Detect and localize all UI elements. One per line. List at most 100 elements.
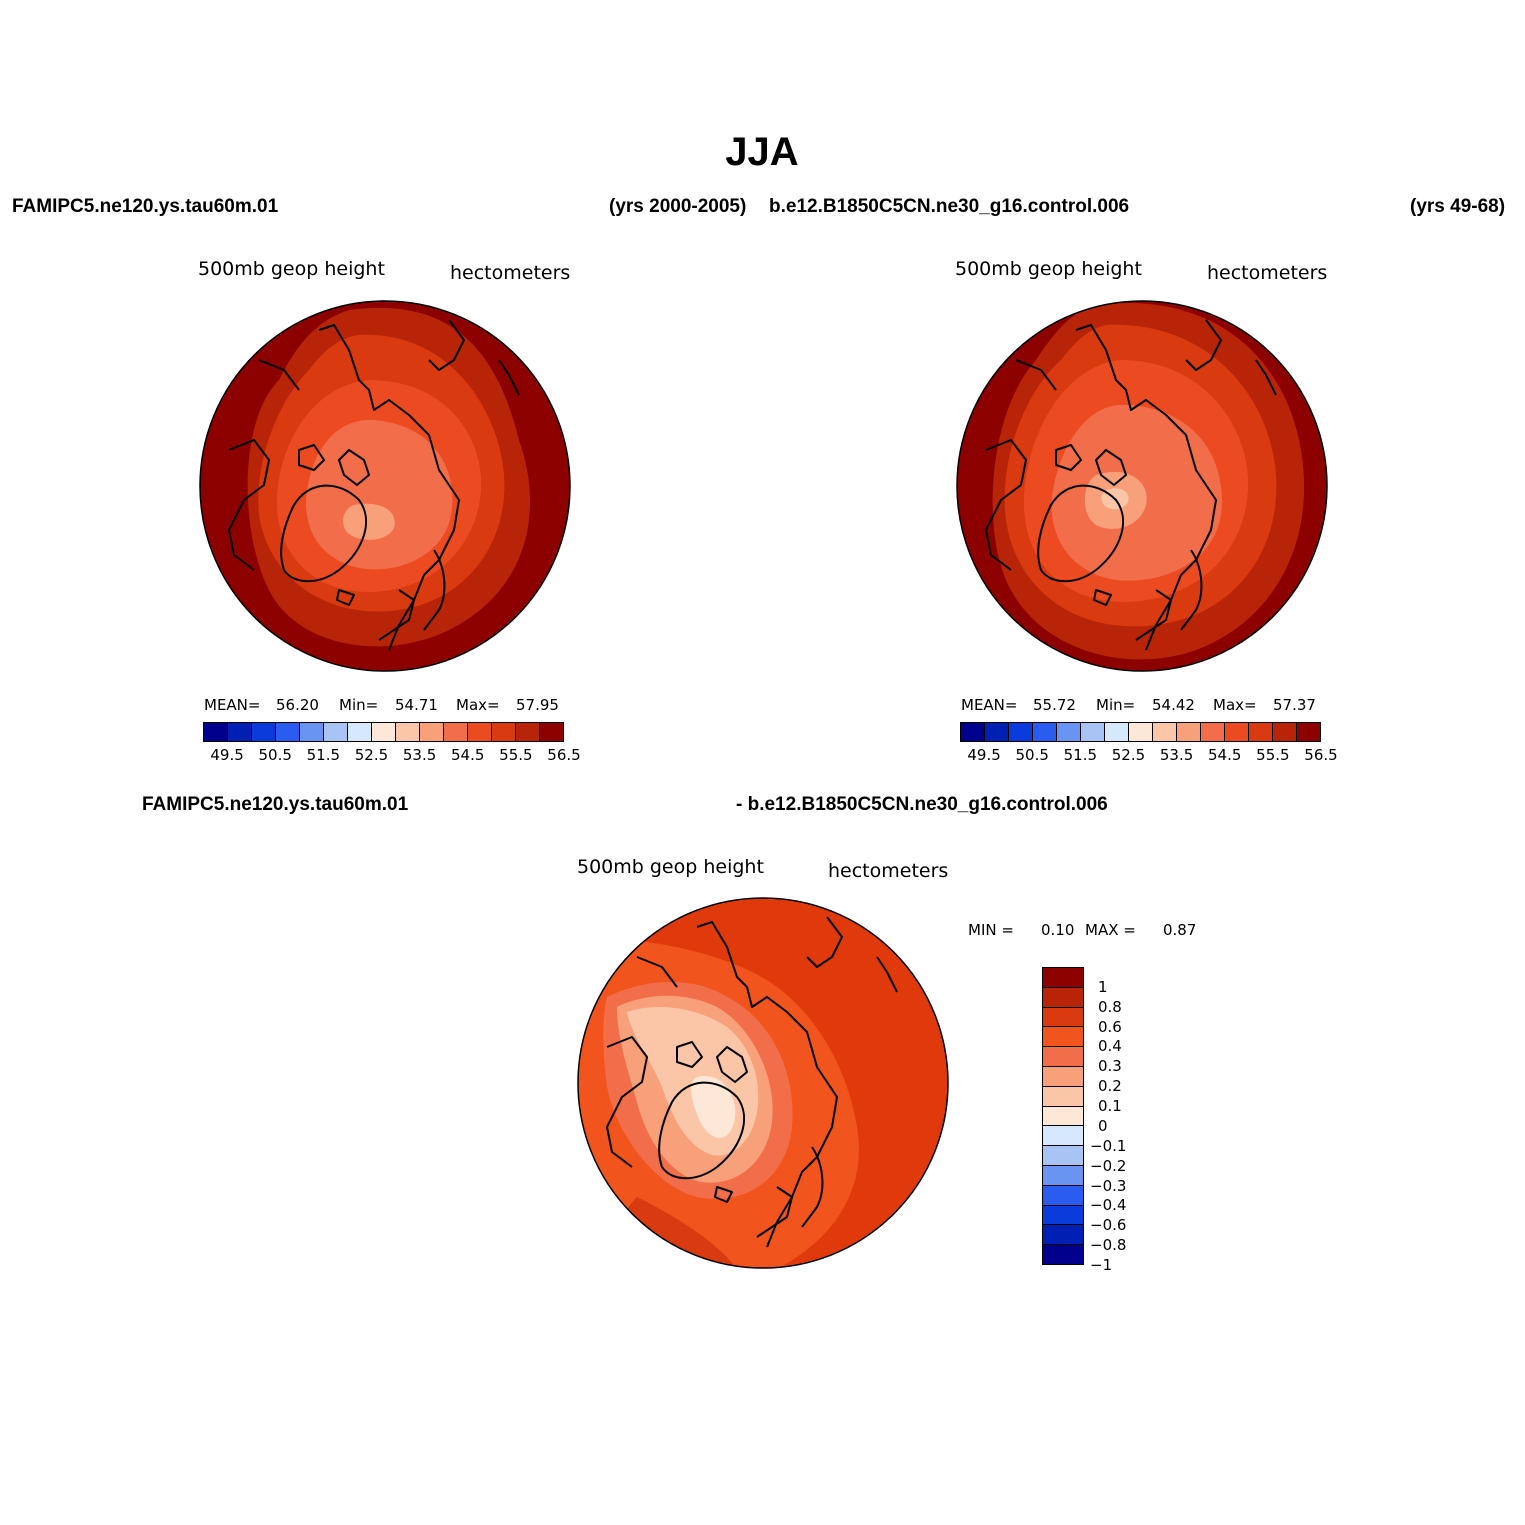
colorbar-swatch (1105, 723, 1129, 741)
variable-label: 500mb geop height (198, 258, 385, 280)
colorbar-swatch (1043, 968, 1083, 988)
colorbar-swatch (1043, 1126, 1083, 1147)
colorbar-swatch (1033, 723, 1057, 741)
case-label-right: b.e12.B1850C5CN.ne30_g16.control.006 (769, 196, 1130, 217)
max-value: 57.37 (1273, 696, 1316, 714)
colorbar-tick-label: 52.5 (1111, 746, 1146, 764)
colorbar-swatch (276, 723, 300, 741)
colorbar-swatch (252, 723, 276, 741)
polar-map-difference (577, 897, 949, 1269)
colorbar-swatch (300, 723, 324, 741)
colorbar-swatch (1043, 1066, 1083, 1087)
colorbar-swatch (1273, 723, 1297, 741)
colorbar-left (203, 722, 564, 742)
max-label: Max= (1213, 696, 1257, 714)
colorbar-tick-label: 55.5 (1256, 746, 1290, 764)
diff-case-label-right: - b.e12.B1850C5CN.ne30_g16.control.006 (736, 794, 1108, 815)
colorbar-tick-label: −0.2 (1090, 1156, 1127, 1175)
case-label-left: FAMIPC5.ne120.ys.tau60m.01 (12, 196, 279, 217)
min-label: Min= (1096, 696, 1136, 714)
colorbar-tick-label: 50.5 (258, 746, 292, 764)
colorbar-tick-label: 51.5 (306, 746, 341, 764)
colorbar-swatch (985, 723, 1009, 741)
colorbar-swatch (228, 723, 252, 741)
colorbar-swatch (444, 723, 468, 741)
variable-label: 500mb geop height (955, 258, 1142, 280)
colorbar-tick-label: 0.6 (1098, 1017, 1122, 1036)
diff-min-label: MIN = (968, 921, 1014, 939)
colorbar-tick-label: 51.5 (1063, 746, 1098, 764)
colorbar-difference (1042, 967, 1084, 1265)
colorbar-swatch (961, 723, 985, 741)
colorbar-tick-label: 0 (1098, 1116, 1108, 1135)
colorbar-tick-label: 1 (1098, 977, 1108, 996)
colorbar-swatch (1009, 723, 1033, 741)
colorbar-right (960, 722, 1321, 742)
colorbar-swatch (1043, 1027, 1083, 1048)
variable-label: 500mb geop height (577, 856, 764, 878)
colorbar-swatch (1043, 1245, 1083, 1264)
colorbar-tick-label: 55.5 (499, 746, 533, 764)
colorbar-tick-label: 56.5 (547, 746, 581, 764)
diff-min-value: 0.10 (1041, 921, 1075, 939)
colorbar-tick-label: −1 (1090, 1256, 1113, 1274)
colorbar-swatch (204, 723, 228, 741)
colorbar-swatch (324, 723, 348, 741)
colorbar-ticks-left: 49.5 50.5 51.5 52.5 53.5 54.5 55.5 56.5 (203, 746, 580, 766)
colorbar-tick-label: 56.5 (1304, 746, 1338, 764)
colorbar-tick-label: 0.3 (1098, 1057, 1122, 1076)
contour-band (691, 1076, 736, 1138)
units-label: hectometers (450, 262, 571, 284)
colorbar-swatch (468, 723, 492, 741)
colorbar-swatch (348, 723, 372, 741)
min-label: Min= (339, 696, 379, 714)
colorbar-swatch (1081, 723, 1105, 741)
max-value: 57.95 (516, 696, 559, 714)
colorbar-swatch (1043, 1146, 1083, 1166)
colorbar-swatch (516, 723, 540, 741)
coastlines (985, 319, 1277, 651)
colorbar-swatch (396, 723, 420, 741)
colorbar-swatch (1043, 1165, 1083, 1186)
colorbar-tick-label: 54.5 (451, 746, 485, 764)
colorbar-tick-label: 0.1 (1098, 1097, 1122, 1116)
min-value: 54.71 (395, 696, 438, 714)
colorbar-tick-label: −0.8 (1090, 1236, 1127, 1255)
contour-band (343, 503, 395, 540)
colorbar-swatch (1043, 1047, 1083, 1067)
colorbar-tick-label: 0.4 (1098, 1037, 1122, 1056)
colorbar-tick-label: 0.2 (1098, 1077, 1122, 1096)
colorbar-tick-label: 52.5 (354, 746, 389, 764)
colorbar-swatch (1201, 723, 1225, 741)
min-value: 54.42 (1152, 696, 1195, 714)
colorbar-swatch (1129, 723, 1153, 741)
coastlines (606, 916, 898, 1248)
colorbar-tick-label: 49.5 (210, 746, 244, 764)
units-label: hectometers (1207, 262, 1328, 284)
colorbar-swatch (1043, 1106, 1083, 1127)
diff-max-value: 0.87 (1163, 921, 1197, 939)
colorbar-tick-label: 49.5 (967, 746, 1001, 764)
mean-label: MEAN= (204, 696, 261, 714)
colorbar-swatch (1043, 1205, 1083, 1226)
years-label-left: (yrs 2000-2005) (609, 196, 747, 217)
colorbar-tick-label: −0.6 (1090, 1216, 1127, 1235)
colorbar-tick-label: 0.8 (1098, 997, 1122, 1016)
polar-map-left (199, 300, 571, 672)
colorbar-tick-label: 50.5 (1015, 746, 1049, 764)
years-label-right: (yrs 49-68) (1410, 196, 1506, 217)
colorbar-swatch (1043, 1086, 1083, 1107)
colorbar-tick-label: −0.3 (1090, 1176, 1127, 1195)
mean-value: 55.72 (1033, 696, 1076, 714)
colorbar-tick-label: −0.1 (1090, 1136, 1127, 1155)
colorbar-swatch (1177, 723, 1201, 741)
colorbar-swatch (1225, 723, 1249, 741)
max-label: Max= (456, 696, 500, 714)
mean-label: MEAN= (961, 696, 1018, 714)
colorbar-swatch (1153, 723, 1177, 741)
colorbar-swatch (1043, 1007, 1083, 1028)
units-label: hectometers (828, 860, 949, 882)
polar-map-right (956, 300, 1328, 672)
diff-case-label-left: FAMIPC5.ne120.ys.tau60m.01 (142, 794, 409, 815)
colorbar-swatch (372, 723, 396, 741)
